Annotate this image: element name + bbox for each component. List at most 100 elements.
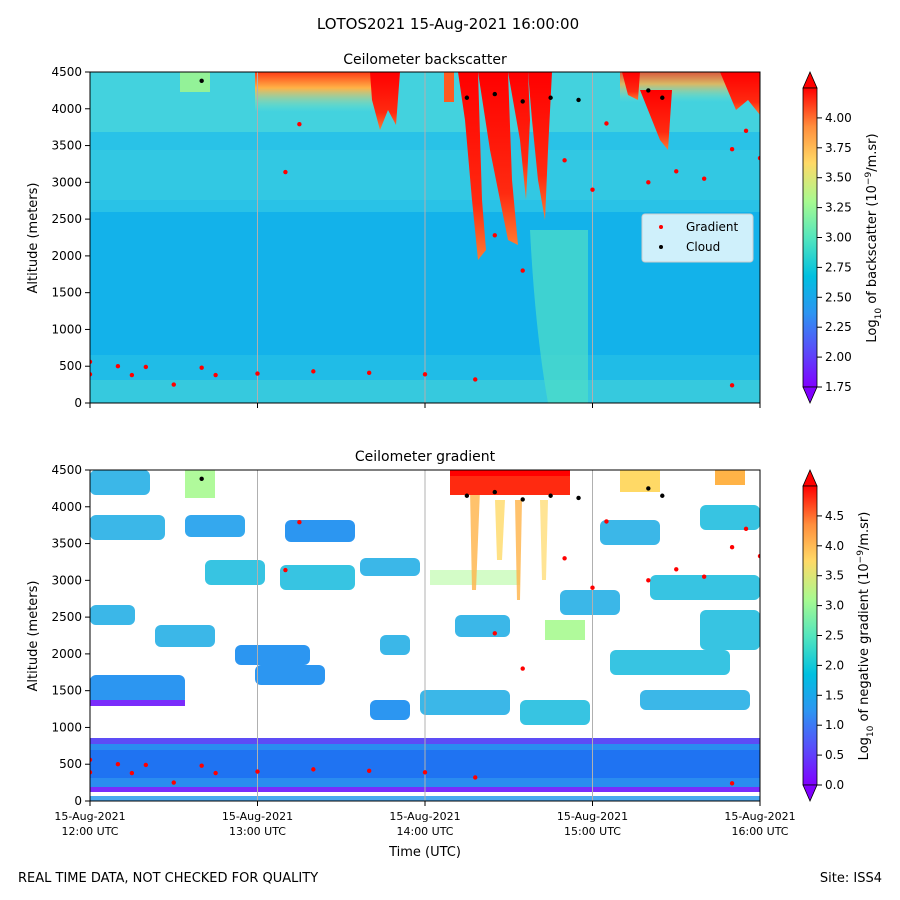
y-tick-label: 0	[74, 396, 82, 410]
gradient-point	[646, 180, 651, 185]
gradient-point	[115, 364, 121, 369]
x-tick-date: 15-Aug-2021	[557, 810, 628, 823]
cloud-point	[199, 476, 204, 482]
gradient-point	[129, 372, 135, 378]
colorbar-tick-label: 4.00	[825, 111, 852, 125]
panel-gradient: Ceilometer gradient	[26, 449, 876, 860]
gradient-point	[757, 155, 760, 161]
y-tick-label: 1000	[51, 322, 82, 336]
gradient-point	[283, 567, 288, 573]
gradient-point	[757, 553, 760, 559]
gradient-point	[729, 147, 735, 152]
cloud-point	[548, 95, 553, 100]
cloud-point	[646, 88, 651, 93]
gradient-point	[520, 666, 525, 671]
gradient-point	[213, 372, 218, 378]
y-tick-label: 1500	[51, 286, 82, 300]
y-tick-label: 500	[59, 359, 82, 373]
backscatter-ylabel: Altitude (meters)	[26, 183, 41, 294]
backscatter-x-tickmarks	[89, 403, 761, 408]
gradient-point	[90, 359, 93, 365]
backscatter-title: Ceilometer backscatter	[343, 52, 507, 68]
gradient-point	[646, 578, 651, 583]
backscatter-colorbar: 1.75 2.00 2.25 2.50 2.75 3.00 3.25 3.50 3.75 4.00…	[802, 71, 884, 404]
y-tick-label: 3000	[51, 175, 82, 189]
backscatter-markers	[90, 78, 760, 388]
y-tick-label: 0	[74, 794, 82, 808]
gradient-xlabel: Time (UTC)	[388, 845, 461, 860]
gradient-point	[473, 377, 478, 382]
cloud-point	[646, 486, 651, 491]
gradient-point	[199, 365, 204, 370]
y-tick-label: 2000	[51, 249, 82, 263]
quality-disclaimer: REAL TIME DATA, NOT CHECKED FOR QUALITY	[18, 871, 318, 886]
gradient-point	[473, 775, 478, 780]
panel-backscatter: Ceilometer backscatter	[26, 52, 884, 410]
y-tick-label: 2500	[51, 610, 82, 624]
gradient-ylabel: Altitude (meters)	[26, 581, 41, 692]
backscatter-y-ticks: 0 500 1000 1500 2000 2500 3000 3500 4000 4500	[51, 65, 90, 410]
gradient-point	[143, 364, 149, 370]
gradient-colorbar-label: Log10 of negative gradient (10−9/m.sr)	[856, 512, 876, 761]
gradient-point	[311, 369, 316, 374]
y-tick-label: 4000	[51, 500, 82, 514]
gradient-point	[562, 556, 567, 561]
gradient-point	[422, 372, 428, 377]
gradient-point	[562, 158, 567, 163]
site-label: Site: ISS4	[820, 871, 882, 886]
legend-gradient-label: Gradient	[686, 220, 739, 234]
colorbar-tick-label: 3.00	[825, 231, 852, 245]
cloud-point	[660, 95, 665, 100]
gradient-point	[701, 574, 707, 579]
gradient-point	[729, 781, 735, 786]
colorbar-tick-label: 2.5	[825, 629, 844, 643]
x-tick-time: 12:00 UTC	[61, 825, 118, 838]
gradient-y-ticks: 0 500 1000 1500 2000 2500 3000 3500 4000 4500	[51, 463, 90, 808]
gradient-point	[492, 233, 497, 238]
colorbar-tick-label: 3.5	[825, 569, 844, 583]
colorbar-tick-label: 2.25	[825, 320, 852, 334]
x-tick-time: 13:00 UTC	[229, 825, 286, 838]
gradient-point	[422, 770, 428, 775]
gradient-colorbar: 0.0 0.5 1.0 1.5 2.0 2.5 3.0 3.5 4.0 4.5 Log10 of …	[802, 469, 876, 802]
colorbar-tick-label: 2.75	[825, 260, 852, 274]
x-tick-time: 14:00 UTC	[396, 825, 453, 838]
gradient-point	[520, 268, 525, 273]
gradient-point	[366, 370, 372, 376]
gradient-point	[171, 780, 176, 785]
gradient-point	[143, 762, 149, 768]
x-tick-date: 15-Aug-2021	[389, 810, 460, 823]
gradient-point	[255, 769, 260, 774]
colorbar-tick-label: 2.00	[825, 350, 852, 364]
cloud-point	[464, 493, 470, 498]
gradient-point	[729, 545, 735, 550]
cloud-point	[492, 91, 497, 97]
gradient-point	[366, 768, 372, 774]
colorbar-tick-label: 1.5	[825, 688, 844, 702]
colorbar-tick-label: 2.0	[825, 658, 844, 672]
gradient-point	[213, 770, 218, 776]
x-tick-date: 15-Aug-2021	[222, 810, 293, 823]
gradient-point	[171, 382, 176, 387]
cloud-point	[520, 99, 525, 104]
gradient-point	[283, 169, 288, 175]
cloud-point	[576, 97, 581, 103]
colorbar-tick-label: 3.75	[825, 141, 852, 155]
y-tick-label: 2000	[51, 647, 82, 661]
colorbar-tick-label: 1.0	[825, 718, 844, 732]
gradient-point	[492, 631, 497, 636]
backscatter-colorbar-label: Log10 of backscatter (10−9/m.sr)	[864, 133, 884, 342]
colorbar-tick-label: 4.5	[825, 509, 844, 523]
gradient-point	[604, 519, 609, 524]
y-tick-label: 3500	[51, 537, 82, 551]
colorbar-tick-label: 3.50	[825, 171, 852, 185]
colorbar-tick-label: 3.0	[825, 599, 844, 613]
gradient-point	[90, 372, 93, 377]
gradient-point	[129, 770, 135, 776]
legend-cloud-marker	[659, 245, 663, 249]
gradient-colorbar-ticks: 0.0 0.5 1.0 1.5 2.0 2.5 3.0 3.5 4.0 4.5	[817, 509, 844, 792]
y-tick-label: 2500	[51, 212, 82, 226]
colorbar-tick-label: 3.25	[825, 201, 852, 215]
x-tick-time: 15:00 UTC	[564, 825, 621, 838]
cloud-point	[464, 95, 470, 100]
